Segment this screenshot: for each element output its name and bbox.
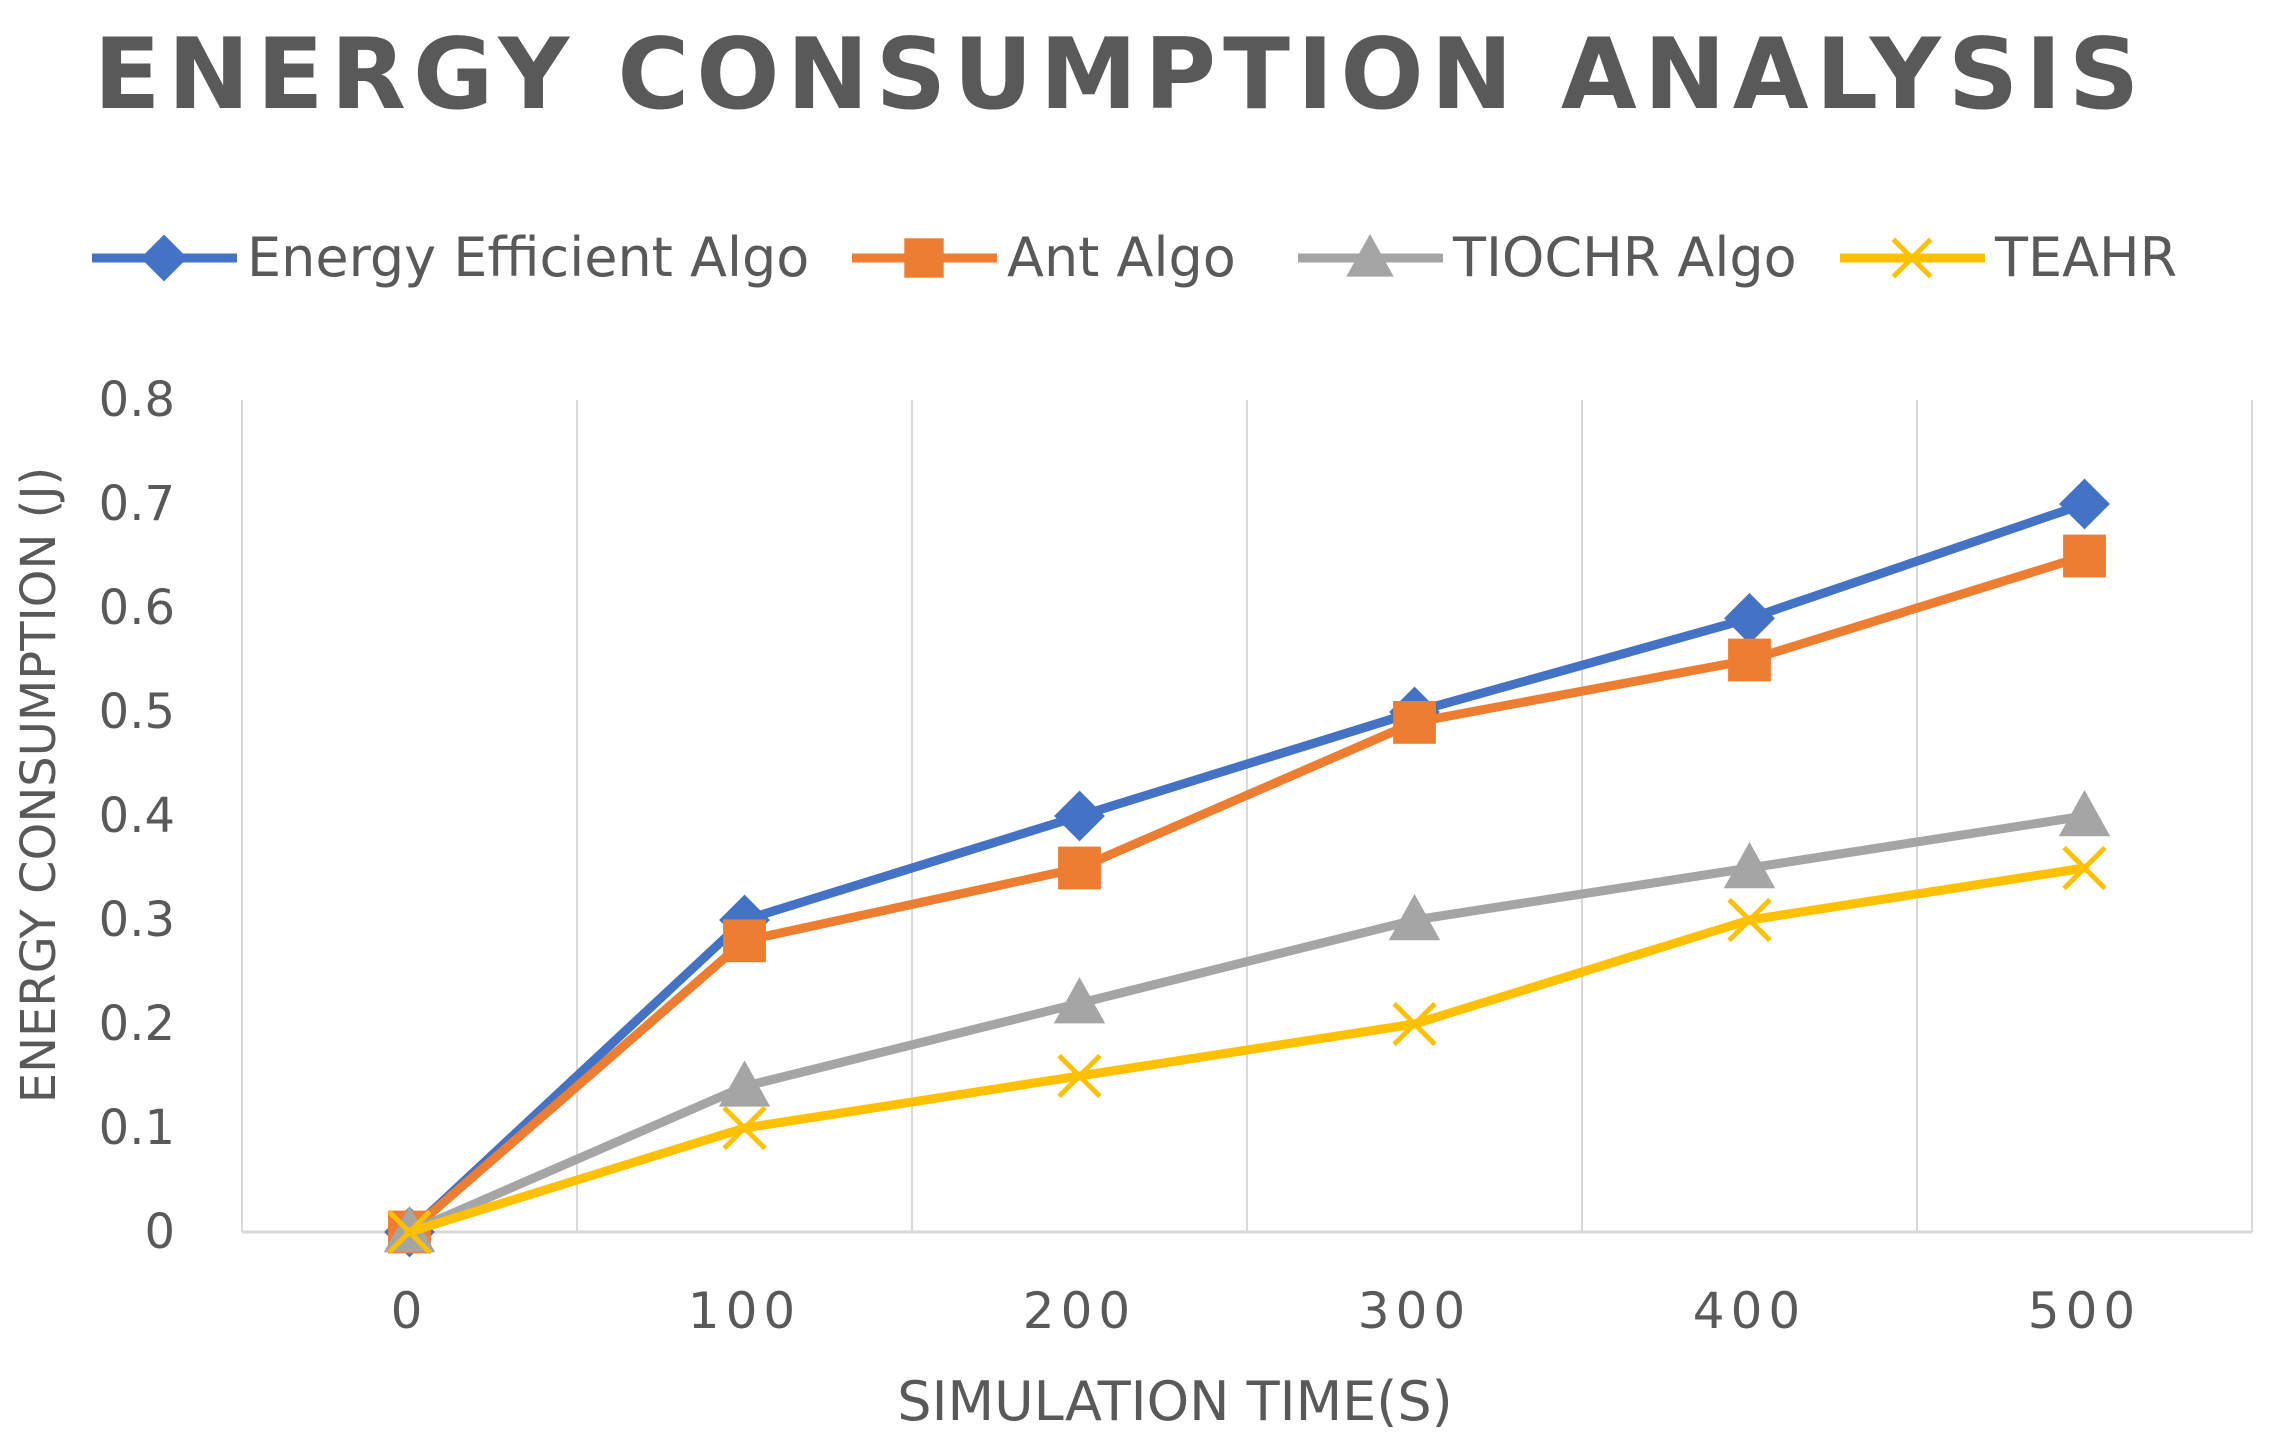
chart-series [383,478,2111,1258]
diamond-marker [2059,478,2110,530]
x-marker [387,1209,432,1255]
chart-legend: Energy Efficient Algo Ant Algo TIOCHR Algo… [92,226,2177,289]
x-tick-label: 100 [688,1282,801,1340]
x-tick-label: 0 [391,1282,429,1340]
y-tick-label: 0.1 [99,1100,175,1156]
x-tick-label: 400 [1693,1282,1806,1340]
series-line [405,811,2089,1237]
x-tick-label: 500 [2028,1282,2141,1340]
legend-label: TIOCHR Algo [1452,226,1797,289]
y-tick-label: 0.8 [99,372,175,428]
y-tick-label: 0.2 [99,996,175,1052]
legend-item: TIOCHR Algo [1298,226,1797,289]
x-marker [1891,237,1933,279]
square-marker [1393,701,1436,744]
triangle-marker [1346,233,1394,277]
y-tick-label: 0.6 [99,580,175,636]
square-marker [723,919,766,963]
series-line [405,551,2089,1237]
triangle-marker [1723,841,1776,889]
square-marker [1058,846,1101,890]
legend-item: Energy Efficient Algo [92,226,809,289]
chart-gridlines [241,400,2253,1234]
series-line [405,499,2089,1237]
legend-label: TEAHR [1994,226,2177,289]
legend-label: Energy Efficient Algo [247,226,809,289]
triangle-marker [718,1060,771,1107]
y-tick-label: 0.3 [99,892,175,948]
x-marker [2062,845,2107,891]
y-tick-label: 0 [144,1204,175,1260]
y-tick-label: 0.5 [99,684,175,740]
x-marker [1057,1053,1102,1099]
series-teahr [387,845,2107,1255]
square-marker [904,238,944,278]
legend-label: Ant Algo [1007,226,1236,289]
y-axis-title: ENERGY CONSUMPTION (J) [11,467,67,1104]
x-marker [1392,1001,1437,1047]
chart-title: ENERGY CONSUMPTION ANALYSIS [94,18,2147,132]
x-marker [1727,897,1772,943]
triangle-marker [2058,789,2111,837]
diamond-marker [1724,592,1775,644]
y-tick-label: 0.7 [99,476,175,532]
legend-item: Ant Algo [852,226,1236,289]
x-axis-ticks: 0 100 200 300 400 500 [391,1282,2141,1340]
y-tick-label: 0.4 [99,788,175,844]
triangle-marker [1388,893,1441,941]
x-tick-label: 200 [1023,1282,1136,1340]
series-line [405,863,2089,1237]
triangle-marker [1053,977,1106,1024]
y-axis-ticks: 0 0.1 0.2 0.3 0.4 0.5 0.6 0.7 0.8 [99,372,175,1260]
square-marker [1728,638,1771,682]
x-axis-title: SIMULATION TIME(S) [897,1370,1452,1433]
x-tick-label: 300 [1358,1282,1471,1340]
diamond-marker [1054,790,1105,842]
legend-item: TEAHR [1840,226,2177,289]
x-marker [722,1105,767,1151]
diamond-marker [140,234,188,282]
square-marker [2063,534,2106,578]
